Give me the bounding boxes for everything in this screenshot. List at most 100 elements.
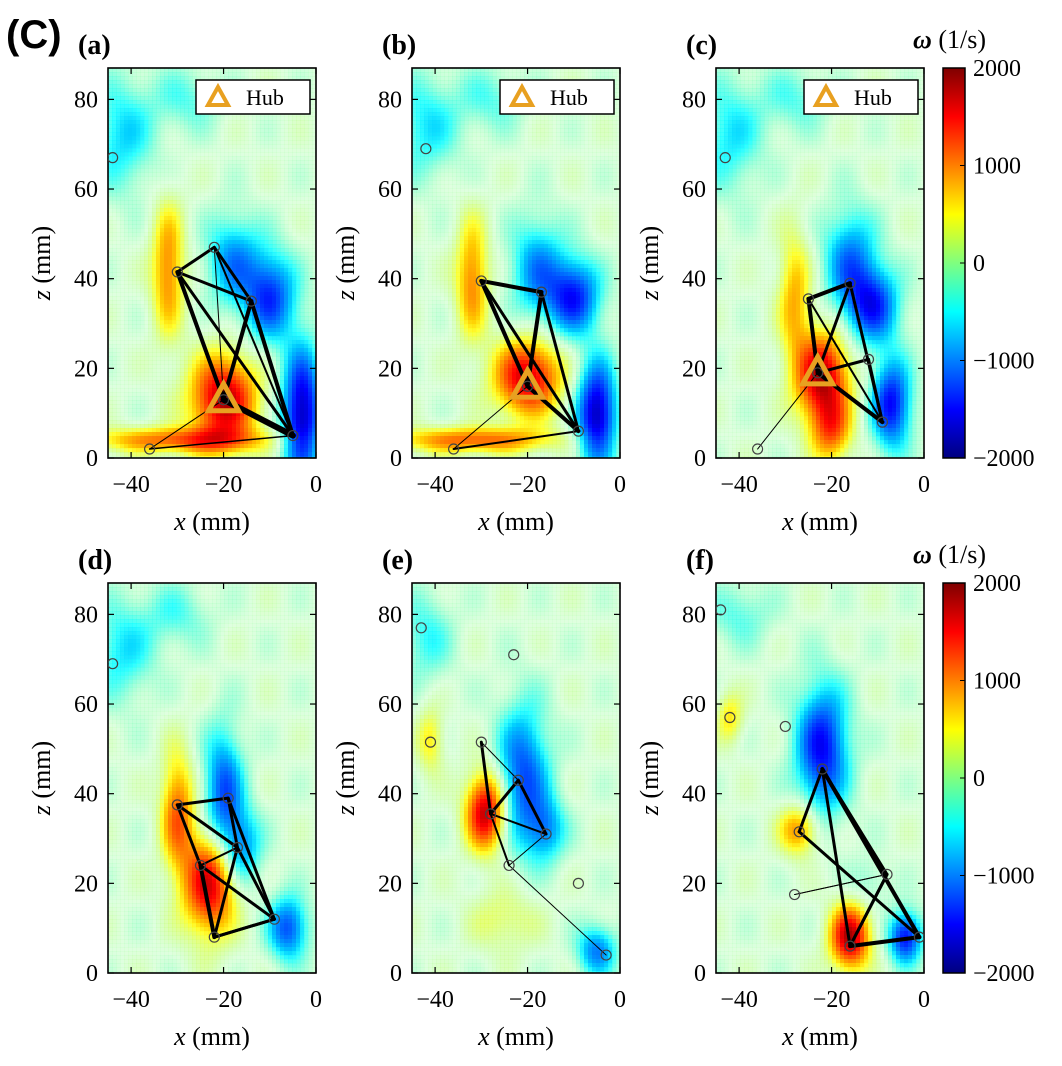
panel-a: −40 −20 0 0 20 40 60 80 x (mm) z (mm) (a) Hub — [27, 30, 322, 536]
panel-label: (d) — [78, 545, 112, 576]
y-tick-label: 20 — [682, 356, 706, 382]
y-tick-label: 0 — [390, 446, 402, 472]
network-node — [535, 286, 548, 298]
network-node — [540, 828, 552, 840]
network-node — [862, 353, 875, 365]
x-tick-label: −40 — [720, 987, 758, 1013]
network-node — [881, 868, 893, 880]
network-node — [171, 266, 183, 278]
network-node — [503, 859, 515, 872]
hub-legend-icon — [508, 82, 536, 107]
y-tick-label: 60 — [682, 692, 706, 718]
network-node — [724, 711, 736, 724]
y-tick-label: 40 — [378, 782, 402, 808]
y-tick-label: 60 — [378, 177, 402, 203]
network-edge — [249, 299, 295, 438]
legend: Hub — [499, 79, 615, 115]
network-node — [171, 799, 183, 811]
legend: Hub — [803, 79, 919, 115]
network-edge — [175, 270, 253, 303]
network-edge — [489, 778, 520, 816]
network-node — [600, 949, 612, 961]
network-node — [420, 143, 432, 155]
network-edge — [807, 297, 884, 424]
network-node — [572, 877, 585, 889]
network — [716, 604, 924, 952]
network-edge — [213, 246, 225, 401]
network-edge — [820, 767, 889, 876]
network-node — [716, 604, 727, 616]
hub-legend-icon — [812, 82, 840, 107]
network-edge — [479, 740, 493, 816]
x-axis-label: x (mm) — [781, 507, 858, 536]
network-edge — [479, 278, 544, 295]
network-node — [844, 940, 856, 952]
y-tick-label: 80 — [378, 87, 402, 113]
x-tick-label: 0 — [614, 987, 626, 1013]
network-edge — [806, 281, 853, 301]
colorbar: 2000 1000 0 −1000 −2000 ω (1/s) — [913, 540, 1035, 987]
panel-label: (c) — [686, 30, 717, 61]
network-edge — [175, 803, 239, 849]
network-node — [508, 649, 520, 661]
x-tick-label: −20 — [509, 472, 547, 498]
network-edge — [212, 917, 276, 939]
network-edge — [867, 357, 884, 424]
network-edge — [816, 281, 852, 375]
legend: Hub — [195, 79, 311, 115]
network-edge — [198, 863, 276, 921]
colorbar-tick-label: −1000 — [973, 349, 1035, 375]
x-tick-label: −40 — [112, 472, 150, 498]
y-axis-label: z (mm) — [635, 741, 664, 816]
plot-frame — [715, 582, 925, 974]
network-node — [208, 931, 220, 943]
legend-label: Hub — [854, 85, 892, 110]
network-edge — [452, 430, 580, 451]
colorbar-tick-label: 1000 — [973, 154, 1021, 180]
network-edge — [508, 864, 607, 956]
network-node — [208, 241, 220, 253]
network-edge — [212, 245, 253, 303]
x-tick-label: −40 — [720, 472, 758, 498]
panel-b: −40 −20 0 0 20 40 60 80 x (mm) z (mm) (b) Hub — [331, 30, 626, 536]
y-tick-label: 40 — [378, 267, 402, 293]
y-axis-label: z (mm) — [27, 226, 56, 301]
y-axis-label: z (mm) — [635, 226, 664, 301]
vorticity-field — [108, 583, 316, 973]
network-node — [194, 859, 207, 872]
colorbar-tick-label: 1000 — [973, 669, 1021, 695]
panel-label: (f) — [686, 545, 714, 576]
network-edge — [221, 299, 254, 402]
colorbar-title: ω (1/s) — [913, 540, 986, 569]
vorticity-field — [412, 68, 620, 458]
y-tick-label: 0 — [694, 961, 706, 987]
network-edge — [479, 279, 580, 433]
network-edge — [175, 269, 226, 402]
y-tick-label: 60 — [378, 692, 402, 718]
x-tick-label: −40 — [112, 987, 150, 1013]
x-tick-label: −20 — [813, 472, 851, 498]
x-tick-label: −40 — [416, 472, 454, 498]
network-node — [475, 736, 487, 748]
network-node — [415, 622, 427, 634]
y-axis-label: z (mm) — [331, 741, 360, 816]
plot-frame — [107, 582, 317, 974]
x-tick-label: −20 — [205, 472, 243, 498]
y-tick-label: 60 — [74, 692, 98, 718]
network-edge — [175, 803, 202, 867]
y-tick-label: 0 — [86, 446, 98, 472]
panel-label: (e) — [382, 545, 413, 576]
network-node — [844, 277, 856, 289]
network-edge — [175, 245, 216, 274]
plot-frame — [715, 67, 925, 459]
vorticity-field — [412, 583, 620, 973]
network-edge — [213, 246, 294, 437]
x-axis-label: x (mm) — [173, 507, 250, 536]
plot-frame — [411, 67, 621, 459]
y-tick-label: 80 — [74, 602, 98, 628]
figure-label: (C) — [6, 13, 62, 57]
x-tick-label: 0 — [918, 472, 930, 498]
legend-label: Hub — [550, 85, 588, 110]
y-tick-label: 80 — [682, 602, 706, 628]
x-tick-label: −20 — [205, 987, 243, 1013]
